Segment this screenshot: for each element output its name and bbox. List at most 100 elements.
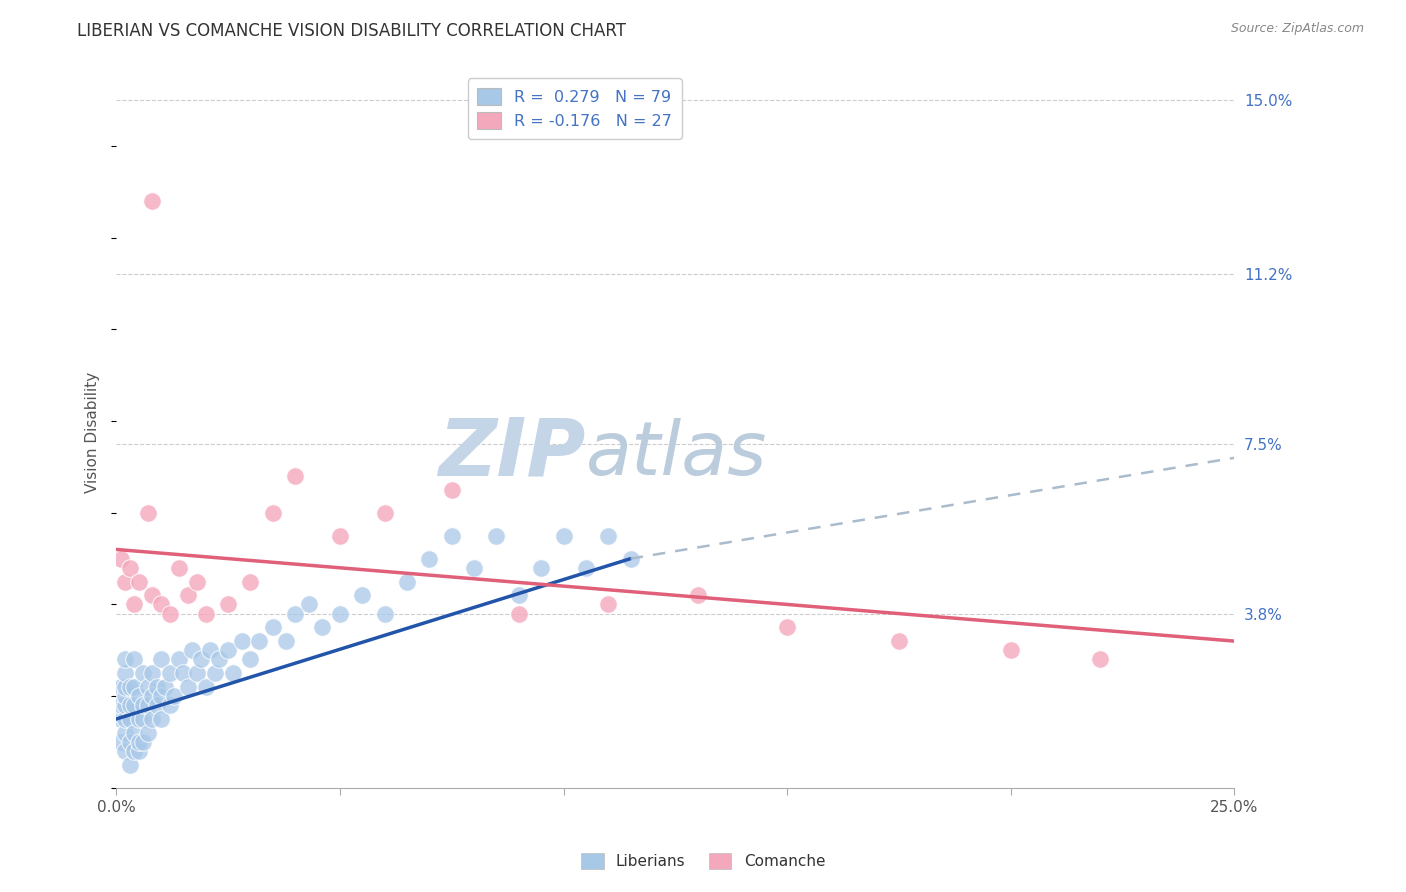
Point — [620, 551, 643, 566]
Point — [114, 680, 136, 694]
Text: Source: ZipAtlas.com: Source: ZipAtlas.com — [1230, 22, 1364, 36]
Point — [114, 712, 136, 726]
Point — [463, 561, 485, 575]
Point — [208, 652, 231, 666]
Point — [181, 643, 204, 657]
Point — [194, 607, 217, 621]
Point — [145, 698, 167, 713]
Point — [159, 698, 181, 713]
Point — [172, 666, 194, 681]
Point — [118, 712, 141, 726]
Text: atlas: atlas — [586, 418, 768, 490]
Point — [141, 588, 163, 602]
Point — [177, 680, 200, 694]
Legend: R =  0.279   N = 79, R = -0.176   N = 27: R = 0.279 N = 79, R = -0.176 N = 27 — [468, 78, 682, 138]
Point — [128, 744, 150, 758]
Point — [141, 689, 163, 703]
Point — [297, 598, 319, 612]
Point — [155, 680, 177, 694]
Point — [177, 588, 200, 602]
Point — [167, 561, 190, 575]
Point — [190, 652, 212, 666]
Point — [598, 598, 620, 612]
Point — [122, 680, 145, 694]
Point — [217, 598, 239, 612]
Point — [150, 652, 173, 666]
Point — [114, 725, 136, 739]
Text: LIBERIAN VS COMANCHE VISION DISABILITY CORRELATION CHART: LIBERIAN VS COMANCHE VISION DISABILITY C… — [77, 22, 626, 40]
Point — [284, 469, 307, 483]
Point — [114, 574, 136, 589]
Point — [132, 712, 155, 726]
Point — [194, 680, 217, 694]
Point — [530, 561, 553, 575]
Point — [159, 666, 181, 681]
Point — [276, 634, 298, 648]
Point — [122, 698, 145, 713]
Point — [141, 666, 163, 681]
Point — [150, 598, 173, 612]
Point — [150, 689, 173, 703]
Point — [114, 666, 136, 681]
Point — [114, 652, 136, 666]
Point — [1090, 652, 1112, 666]
Point — [145, 680, 167, 694]
Point — [136, 698, 159, 713]
Point — [159, 607, 181, 621]
Point — [141, 194, 163, 209]
Point — [440, 529, 463, 543]
Point — [440, 483, 463, 497]
Point — [132, 698, 155, 713]
Point — [553, 529, 575, 543]
Point — [262, 620, 284, 634]
Point — [122, 744, 145, 758]
Point — [118, 757, 141, 772]
Point — [204, 666, 226, 681]
Point — [118, 561, 141, 575]
Point — [132, 666, 155, 681]
Point — [217, 643, 239, 657]
Point — [110, 698, 132, 713]
Point — [352, 588, 374, 602]
Point — [262, 506, 284, 520]
Point — [114, 744, 136, 758]
Point — [110, 712, 132, 726]
Point — [239, 652, 262, 666]
Point — [128, 689, 150, 703]
Point — [122, 598, 145, 612]
Point — [418, 551, 440, 566]
Text: ZIP: ZIP — [439, 415, 586, 493]
Point — [231, 634, 253, 648]
Point — [114, 698, 136, 713]
Point — [776, 620, 799, 634]
Point — [136, 680, 159, 694]
Point — [118, 735, 141, 749]
Point — [150, 712, 173, 726]
Point — [186, 666, 208, 681]
Point — [141, 712, 163, 726]
Point — [122, 652, 145, 666]
Point — [485, 529, 508, 543]
Point — [221, 666, 243, 681]
Point — [136, 725, 159, 739]
Point — [118, 680, 141, 694]
Point — [374, 607, 396, 621]
Point — [114, 689, 136, 703]
Point — [118, 698, 141, 713]
Point — [186, 574, 208, 589]
Legend: Liberians, Comanche: Liberians, Comanche — [575, 847, 831, 875]
Point — [887, 634, 910, 648]
Point — [110, 680, 132, 694]
Point — [132, 735, 155, 749]
Point — [686, 588, 709, 602]
Point — [110, 551, 132, 566]
Point — [598, 529, 620, 543]
Y-axis label: Vision Disability: Vision Disability — [86, 372, 100, 493]
Point — [395, 574, 418, 589]
Point — [200, 643, 222, 657]
Point — [128, 574, 150, 589]
Point — [1000, 643, 1022, 657]
Point — [329, 529, 352, 543]
Point — [374, 506, 396, 520]
Point — [247, 634, 270, 648]
